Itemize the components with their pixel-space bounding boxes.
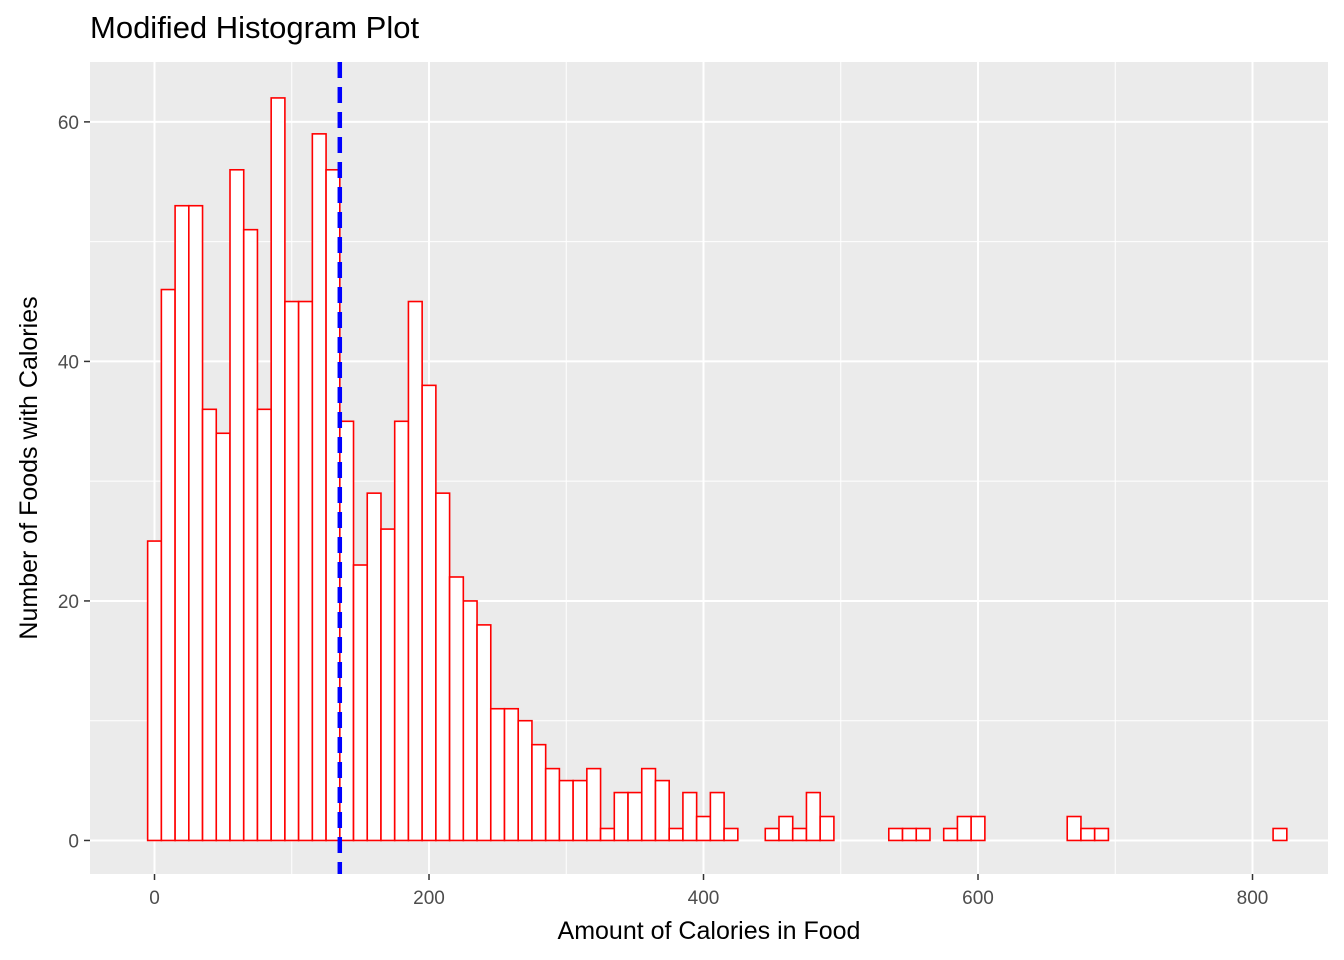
histogram-bar <box>311 133 327 842</box>
histogram-bar <box>572 779 588 842</box>
y-tick-label: 40 <box>58 352 79 373</box>
y-tick-label: 60 <box>58 113 79 134</box>
histogram-bar <box>558 779 574 842</box>
histogram-bar <box>586 767 602 842</box>
x-tick-label: 800 <box>1237 888 1269 909</box>
x-tick-label: 400 <box>688 888 720 909</box>
histogram-bars <box>146 97 1288 842</box>
y-axis-ticks: 0 20 40 60 <box>58 113 90 852</box>
histogram-bar <box>215 432 231 842</box>
y-axis-title: Number of Foods with Calories <box>15 296 43 639</box>
histogram-bar <box>242 228 259 842</box>
histogram-bar <box>695 815 712 842</box>
histogram-bar <box>778 815 794 842</box>
x-tick-label: 600 <box>962 888 994 909</box>
histogram-bar <box>503 707 520 842</box>
histogram-bar <box>668 827 684 842</box>
histogram-bar <box>462 600 478 842</box>
histogram-bar <box>448 576 465 842</box>
histogram-bar <box>531 743 547 842</box>
histogram-bar <box>476 624 492 842</box>
histogram-bar <box>435 492 451 842</box>
histogram-bar <box>270 97 286 842</box>
histogram-bar <box>352 564 369 842</box>
x-tick-label: 200 <box>413 888 445 909</box>
histogram-bar <box>723 827 739 842</box>
histogram-bar <box>174 204 190 842</box>
histogram-bar <box>284 300 300 842</box>
histogram-bar <box>1093 827 1110 842</box>
y-tick-label: 0 <box>68 831 79 852</box>
histogram-bar <box>256 408 272 842</box>
histogram-bar <box>297 300 314 842</box>
histogram-bar <box>599 827 616 842</box>
histogram-bar <box>627 791 643 842</box>
histogram-bar <box>709 791 725 842</box>
histogram-bar <box>970 815 986 842</box>
histogram-bar <box>366 492 382 842</box>
histogram-bar <box>1272 827 1288 842</box>
histogram-bar <box>188 204 204 842</box>
histogram-bar <box>613 791 629 842</box>
histogram-bar <box>544 767 561 842</box>
histogram-bar <box>393 420 410 842</box>
histogram-bar <box>380 528 396 842</box>
histogram-bar <box>229 168 245 842</box>
histogram-bar <box>654 779 670 842</box>
histogram-bar <box>640 767 657 842</box>
histogram-bar <box>805 791 821 842</box>
histogram-bar <box>407 300 423 842</box>
histogram-bar <box>956 815 972 842</box>
histogram-bar <box>764 827 780 842</box>
x-axis-ticks: 0 200 400 600 800 <box>149 874 1268 909</box>
histogram-bar <box>160 288 176 842</box>
histogram-bar <box>201 408 218 842</box>
x-axis-title: Amount of Calories in Food <box>558 917 861 945</box>
histogram-bar <box>146 540 163 842</box>
histogram-bar <box>819 815 835 842</box>
histogram-bar <box>791 827 808 842</box>
chart-title: Modified Histogram Plot <box>90 10 420 45</box>
histogram-bar <box>887 827 904 842</box>
histogram-bar <box>1066 815 1082 842</box>
histogram-bar <box>517 719 533 842</box>
histogram-bar <box>942 827 959 842</box>
y-tick-label: 20 <box>58 592 79 613</box>
histogram-bar <box>901 827 918 842</box>
histogram-bar <box>489 707 506 842</box>
histogram-bar <box>1080 827 1096 842</box>
histogram-bar <box>421 384 437 842</box>
histogram-bar <box>682 791 698 842</box>
x-tick-label: 0 <box>149 888 160 909</box>
histogram-bar <box>915 827 931 842</box>
